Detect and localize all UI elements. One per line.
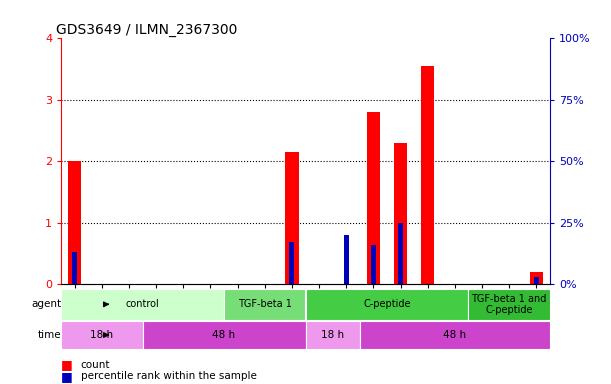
Text: 48 h: 48 h <box>444 330 466 340</box>
Bar <box>306 289 469 320</box>
Bar <box>393 143 408 284</box>
Text: agent: agent <box>32 299 62 310</box>
Bar <box>530 272 543 284</box>
Bar <box>344 235 349 284</box>
Bar <box>534 277 539 284</box>
Text: C-peptide: C-peptide <box>363 299 411 310</box>
Bar <box>61 321 142 349</box>
Bar <box>285 152 299 284</box>
Text: time: time <box>38 330 62 340</box>
Text: count: count <box>81 360 110 370</box>
Bar <box>72 252 77 284</box>
Bar <box>469 289 550 320</box>
Bar <box>421 66 434 284</box>
Text: ■: ■ <box>61 358 73 371</box>
Bar <box>142 321 306 349</box>
Text: TGF-beta 1: TGF-beta 1 <box>238 299 291 310</box>
Bar <box>367 112 380 284</box>
Bar <box>68 161 81 284</box>
Text: 18 h: 18 h <box>321 330 344 340</box>
Text: ■: ■ <box>61 370 73 383</box>
Text: control: control <box>126 299 159 310</box>
Text: 18 h: 18 h <box>90 330 114 340</box>
Bar <box>360 321 550 349</box>
Text: TGF-beta 1 and
C-peptide: TGF-beta 1 and C-peptide <box>472 293 547 315</box>
Bar <box>371 245 376 284</box>
Text: GDS3649 / ILMN_2367300: GDS3649 / ILMN_2367300 <box>56 23 238 37</box>
Text: 48 h: 48 h <box>213 330 236 340</box>
Bar <box>61 289 224 320</box>
Bar <box>290 242 295 284</box>
Text: percentile rank within the sample: percentile rank within the sample <box>81 371 257 381</box>
Bar <box>398 223 403 284</box>
Bar <box>306 321 360 349</box>
Bar <box>224 289 306 320</box>
